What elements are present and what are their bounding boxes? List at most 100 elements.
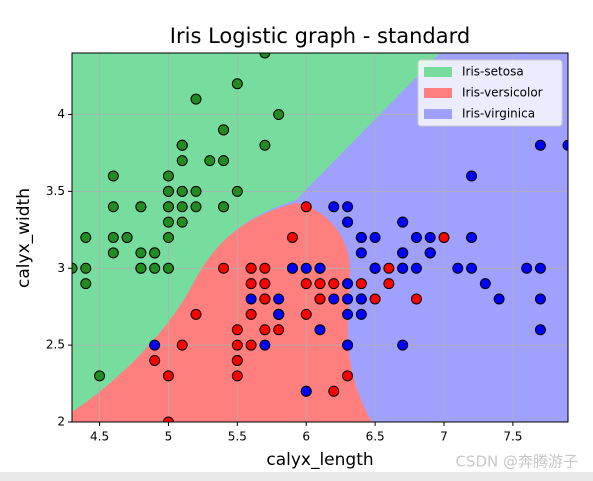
point — [273, 293, 285, 305]
point — [466, 170, 478, 182]
point — [397, 247, 409, 259]
legend-swatch — [424, 67, 452, 77]
legend-label: Iris-versicolor — [462, 86, 543, 100]
point — [355, 308, 367, 320]
x-tick-label: 4.5 — [90, 430, 109, 444]
point — [80, 232, 92, 243]
point — [162, 262, 174, 274]
point — [162, 170, 174, 182]
point — [410, 293, 422, 305]
point — [342, 339, 354, 351]
point — [245, 262, 257, 274]
point — [273, 308, 285, 320]
point — [424, 232, 436, 243]
legend-swatch — [424, 109, 452, 119]
point — [438, 232, 450, 243]
point — [149, 262, 161, 274]
point — [231, 78, 243, 90]
point — [190, 308, 202, 320]
point — [190, 201, 202, 213]
point — [328, 293, 340, 305]
point — [162, 232, 174, 243]
point — [176, 155, 188, 167]
point — [259, 53, 271, 59]
point — [176, 201, 188, 213]
region-setosa — [72, 53, 440, 412]
point — [300, 308, 312, 320]
window-edge — [0, 472, 593, 481]
point — [286, 262, 298, 274]
legend-label: Iris-virginica — [462, 107, 535, 121]
point — [410, 232, 422, 243]
point — [80, 262, 92, 274]
point — [424, 247, 436, 259]
point — [534, 262, 546, 274]
point — [383, 262, 395, 274]
point — [410, 262, 422, 274]
point — [135, 247, 147, 259]
x-tick-label: 7.5 — [503, 430, 522, 444]
point — [176, 339, 188, 351]
point — [245, 278, 257, 290]
y-tick-label: 2 — [57, 415, 65, 429]
point — [135, 262, 147, 274]
point — [162, 416, 174, 422]
point — [231, 355, 243, 366]
point — [452, 262, 464, 274]
y-tick-label: 3.5 — [46, 184, 65, 198]
point — [94, 370, 106, 382]
chart-title: Iris Logistic graph - standard — [170, 24, 470, 48]
x-tick-label: 5 — [165, 430, 173, 444]
point — [355, 232, 367, 243]
point — [259, 324, 271, 336]
x-tick-label: 6.5 — [366, 430, 385, 444]
point — [314, 262, 326, 274]
point — [121, 232, 133, 243]
point — [80, 278, 92, 290]
point — [328, 385, 340, 397]
point — [176, 216, 188, 228]
point — [259, 262, 271, 274]
point — [397, 216, 409, 228]
point — [397, 339, 409, 351]
x-tick-label: 5.5 — [228, 430, 247, 444]
point — [204, 155, 216, 167]
point — [190, 185, 202, 197]
point — [369, 232, 381, 243]
point — [218, 124, 230, 136]
y-tick-label: 3 — [57, 261, 65, 275]
point — [231, 324, 243, 336]
point — [521, 262, 533, 274]
plot-frame — [71, 52, 569, 423]
x-axis-label: calyx_length — [266, 450, 373, 470]
point — [328, 278, 340, 290]
point — [231, 185, 243, 197]
x-tick-label: 7 — [440, 430, 448, 444]
point — [273, 109, 285, 120]
x-tick-label: 6 — [302, 430, 310, 444]
point — [562, 139, 568, 151]
point — [245, 339, 257, 351]
point — [259, 278, 271, 290]
point — [300, 262, 312, 274]
point — [162, 216, 174, 228]
point — [493, 293, 505, 305]
point — [231, 339, 243, 351]
legend-label: Iris-setosa — [462, 65, 524, 79]
point — [534, 324, 546, 336]
axes: 4.5 5 5.5 6 6.5 7 7.5 2 2.5 3 3.5 4 — [46, 107, 523, 444]
point — [72, 262, 78, 274]
legend-swatch — [424, 88, 452, 98]
point — [397, 262, 409, 274]
point — [218, 201, 230, 213]
point — [190, 93, 202, 105]
y-tick-label: 4 — [57, 107, 65, 121]
legend-box — [417, 59, 563, 127]
point — [355, 278, 367, 290]
point — [149, 247, 161, 259]
point — [314, 324, 326, 336]
region-versicolor — [72, 203, 372, 422]
point — [286, 232, 298, 243]
point — [149, 355, 161, 366]
